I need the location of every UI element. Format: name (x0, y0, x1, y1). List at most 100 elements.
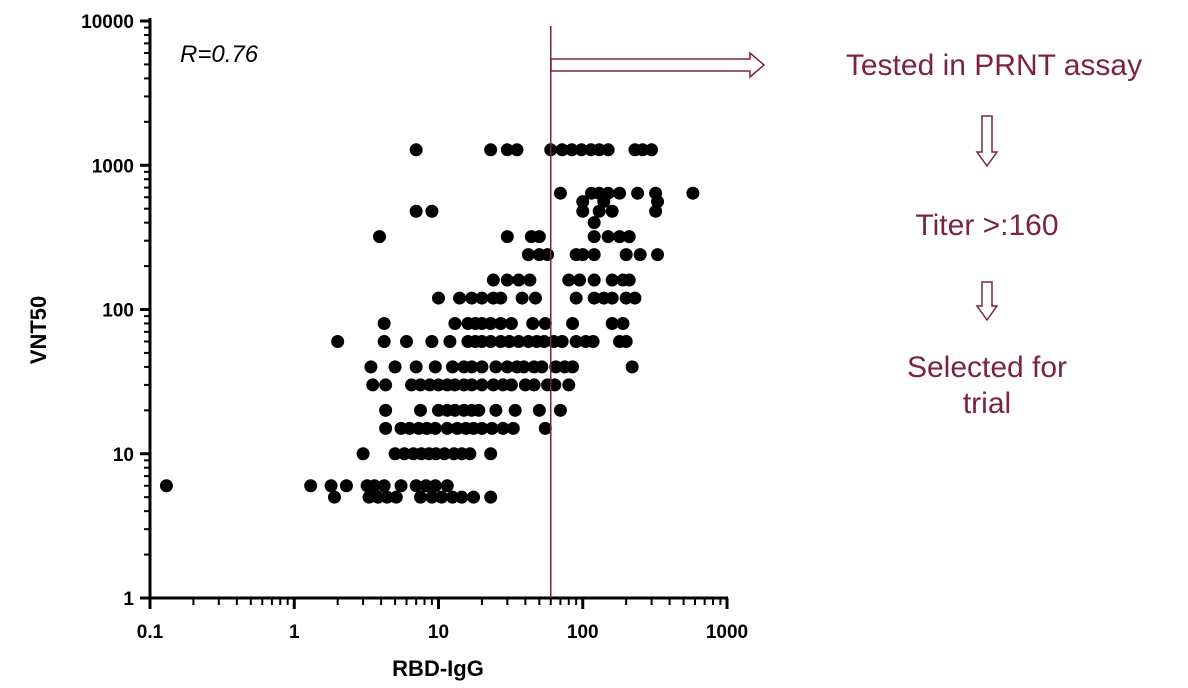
data-point (566, 316, 580, 330)
data-point (587, 216, 601, 230)
flow-step-selected: Selected for trial (860, 350, 1114, 422)
x-axis-ticks: 0.1 1 10 100 1000 (137, 598, 748, 643)
data-point (619, 248, 633, 262)
data-point (633, 248, 647, 262)
data-point (622, 230, 636, 244)
data-point (484, 490, 498, 504)
data-point (364, 360, 378, 374)
data-point (613, 230, 627, 244)
data-point (574, 143, 588, 157)
data-point (576, 248, 590, 262)
data-point (500, 143, 514, 157)
data-point (586, 335, 600, 349)
data-point (448, 378, 462, 392)
data-point (645, 143, 659, 157)
data-point (549, 360, 563, 374)
data-point (428, 479, 442, 493)
data-point (403, 421, 417, 435)
data-point (569, 291, 583, 305)
x-tick-label: 1000 (706, 622, 748, 643)
data-point (413, 378, 427, 392)
data-point (443, 335, 457, 349)
data-point (512, 335, 526, 349)
data-point (532, 230, 546, 244)
data-point (440, 479, 454, 493)
data-point (538, 316, 552, 330)
data-point (508, 403, 522, 417)
data-point (538, 421, 552, 435)
data-point (592, 143, 606, 157)
data-point (566, 360, 580, 374)
data-point (409, 204, 423, 218)
data-point (651, 248, 665, 262)
data-point (605, 291, 619, 305)
data-point (379, 403, 393, 417)
data-point (377, 479, 391, 493)
data-point (631, 186, 645, 200)
data-point (324, 479, 338, 493)
data-point (523, 273, 537, 287)
data-point (500, 360, 514, 374)
data-point (428, 360, 442, 374)
data-point (388, 360, 402, 374)
y-tick-label: 10000 (81, 12, 134, 33)
data-point (371, 490, 385, 504)
data-point (463, 447, 477, 461)
data-points (159, 143, 700, 504)
data-point (432, 291, 445, 305)
flow-step-titer: Titer >:160 (915, 209, 1059, 242)
data-point (373, 230, 387, 244)
data-point (504, 378, 518, 392)
data-point (537, 335, 551, 349)
data-point (512, 273, 526, 287)
data-point (562, 378, 576, 392)
x-tick-label: 10 (428, 622, 449, 643)
data-point (587, 291, 601, 305)
data-point (485, 421, 499, 435)
y-axis-ticks: 1 10 100 1000 10000 (81, 12, 150, 610)
data-point (605, 316, 619, 330)
data-point (455, 490, 469, 504)
data-point (445, 490, 459, 504)
data-point (399, 335, 413, 349)
data-point (576, 195, 590, 209)
data-point (576, 204, 590, 218)
data-point (521, 248, 535, 262)
data-point (500, 273, 514, 287)
data-point (331, 335, 345, 349)
data-point (489, 360, 503, 374)
data-point (453, 291, 467, 305)
data-point (616, 316, 630, 330)
down-arrow-icon (975, 115, 999, 168)
data-point (628, 291, 642, 305)
data-point (555, 335, 569, 349)
data-point (394, 479, 408, 493)
data-point (496, 421, 510, 435)
data-point (484, 335, 498, 349)
data-point (565, 143, 579, 157)
data-point (405, 378, 419, 392)
data-point (517, 360, 531, 374)
data-point (409, 360, 423, 374)
data-point (475, 421, 489, 435)
data-point (475, 378, 489, 392)
data-point (548, 378, 562, 392)
data-point (587, 248, 601, 262)
y-tick-label: 1000 (92, 156, 134, 177)
data-point (506, 421, 520, 435)
data-point (601, 230, 615, 244)
data-point (553, 186, 567, 200)
data-point (425, 204, 439, 218)
data-point (553, 403, 567, 417)
data-point (587, 230, 601, 244)
data-point (472, 403, 486, 417)
y-tick-label: 10 (113, 445, 134, 466)
right-arrow-icon (550, 51, 766, 79)
data-point (526, 316, 540, 330)
data-point (448, 316, 462, 330)
data-point (484, 447, 498, 461)
y-tick-label: 100 (102, 301, 134, 322)
data-point (649, 204, 663, 218)
data-point (502, 335, 516, 349)
data-point (484, 316, 498, 330)
